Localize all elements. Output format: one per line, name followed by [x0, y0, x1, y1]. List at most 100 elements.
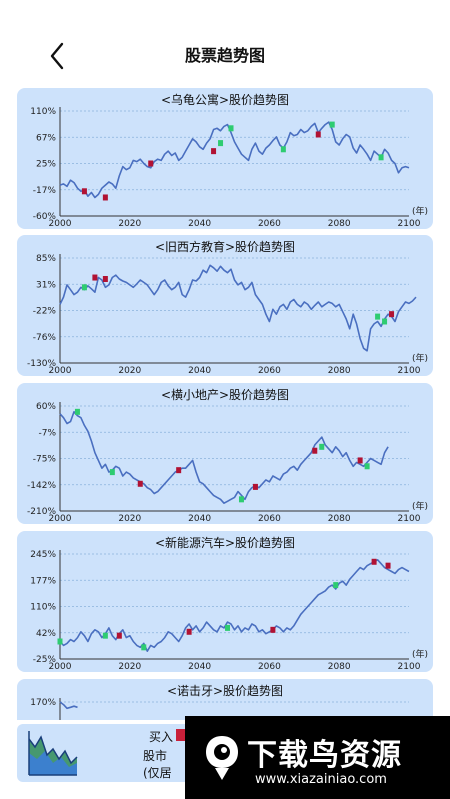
chart-title: <横小地产>股价趋势图 [160, 388, 290, 402]
y-tick-label: -130% [27, 359, 56, 369]
y-tick-label: -75% [33, 455, 57, 465]
x-tick-label: 2000 [49, 662, 72, 672]
x-tick-label: 2040 [188, 514, 211, 524]
x-tick-label: 2100 [398, 219, 421, 229]
stock-chart-svg: 85% 31% -22% -76% -130%2000 2020 2040 2060 2080 2… [27, 254, 428, 376]
sell-marker [319, 443, 325, 450]
x-tick-label: 2020 [118, 366, 141, 376]
y-tick-label: 245% [30, 550, 56, 560]
header-bar: 股票趋势图 [0, 0, 450, 88]
sell-marker [329, 121, 335, 128]
area-chart-icon [28, 731, 78, 776]
x-tick-label: 2060 [258, 219, 281, 229]
x-tick-label: 2100 [398, 514, 421, 524]
y-tick-label: -60% [33, 212, 57, 222]
buy-marker [92, 274, 98, 281]
sell-marker [74, 408, 80, 415]
chart-title: <乌龟公寓>股价趋势图 [160, 93, 290, 107]
y-tick-label: -22% [33, 307, 57, 317]
chart-card[interactable]: 245% 177% 110% 42% -25% 2000 2020 2040 2060 2080 2… [17, 531, 433, 672]
x-tick-label: 2040 [188, 219, 211, 229]
bird-logo-icon [206, 736, 238, 780]
y-tick-label: -76% [33, 333, 57, 343]
legend-note-line1: 股市 [143, 749, 168, 763]
x-tick-label: 2000 [49, 219, 72, 229]
x-tick-label: 2020 [118, 662, 141, 672]
buy-marker [252, 483, 258, 490]
y-tick-label: 67% [36, 133, 56, 143]
sell-marker [382, 318, 388, 325]
price-line [59, 121, 410, 199]
sell-marker [228, 125, 234, 132]
stock-chart-svg: 245% 177% 110% 42% -25%2000 2020 2040 2060 2080 2… [30, 550, 428, 672]
y-tick-label: -7% [38, 428, 56, 438]
buy-marker [385, 562, 391, 569]
stock-chart-svg: 170% [30, 698, 409, 720]
buy-marker [116, 632, 122, 639]
chart-card[interactable]: 85% 31% -22% -76% -130% 2000 2020 2040 2060 2080 2… [17, 235, 433, 376]
chart-card[interactable]: 60% -7% -75% -142% -210% 2000 2020 2040 2060 2080… [17, 383, 433, 524]
x-tick-label: 2100 [398, 366, 421, 376]
x-tick-label: 2020 [118, 514, 141, 524]
buy-marker [357, 457, 363, 464]
y-tick-label: 42% [36, 629, 56, 639]
chevron-left-icon [50, 42, 64, 70]
buy-marker [186, 628, 192, 635]
sell-marker [364, 463, 370, 470]
x-tick-label: 2080 [328, 219, 351, 229]
legend-note-line2: (仅居 [143, 766, 172, 780]
sell-marker [57, 638, 63, 645]
price-line [59, 701, 78, 710]
buy-marker [102, 194, 108, 201]
y-tick-label: 85% [36, 254, 56, 264]
y-tick-label: 110% [30, 107, 56, 117]
x-unit-label: (年) [412, 352, 428, 364]
chart-title: <诺击牙>股价趋势图 [166, 684, 284, 698]
watermark-brand: 下载鸟资源 [247, 738, 402, 773]
x-tick-label: 2000 [49, 514, 72, 524]
x-tick-label: 2060 [258, 662, 281, 672]
x-tick-label: 2080 [328, 662, 351, 672]
buy-legend-label: 买入 [149, 730, 174, 744]
sell-marker [333, 582, 339, 589]
chart-card[interactable]: 110% 67% 25% -17% -60% 2000 2020 2040 2060 2080 21… [17, 88, 433, 229]
buy-marker [211, 148, 217, 155]
sell-marker [238, 496, 244, 503]
sell-marker [81, 284, 87, 291]
stock-chart-svg: 110% 67% 25% -17% -60%2000 2020 2040 2060 2080 21… [30, 107, 428, 229]
buy-marker [270, 626, 276, 633]
y-tick-label: 110% [30, 603, 56, 613]
y-tick-label: 31% [36, 280, 56, 290]
price-line [59, 558, 410, 652]
chart-title: <旧西方教育>股价趋势图 [154, 240, 296, 254]
chart-title: <新能源汽车>股价趋势图 [154, 536, 296, 550]
stock-chart-svg: 60% -7% -75% -142% -210%2000 2020 2040 2060 2080… [27, 402, 428, 524]
watermark-url: www.xiazainiao.com [255, 772, 387, 787]
buy-marker [315, 131, 321, 138]
x-tick-label: 2040 [188, 662, 211, 672]
sell-marker [225, 624, 231, 631]
sell-marker [378, 154, 384, 161]
chart-list[interactable]: 110% 67% 25% -17% -60% 2000 2020 2040 2060 2080 21… [0, 88, 450, 720]
sell-marker [102, 632, 108, 639]
y-tick-label: -17% [33, 186, 57, 196]
buy-marker [389, 311, 395, 318]
y-tick-label: 25% [36, 160, 56, 170]
back-button[interactable] [40, 38, 76, 74]
sell-marker [280, 146, 286, 153]
x-tick-label: 2080 [328, 514, 351, 524]
chart-card[interactable]: 170% <诺击牙>股价趋势图 [17, 679, 433, 720]
page-title: 股票趋势图 [184, 46, 265, 65]
buy-marker [371, 558, 377, 565]
y-tick-label: 60% [36, 402, 56, 412]
x-tick-label: 2020 [118, 219, 141, 229]
price-line [59, 410, 389, 504]
buy-marker [312, 447, 318, 454]
buy-marker [81, 188, 87, 195]
x-unit-label: (年) [412, 205, 428, 217]
sell-marker [109, 469, 115, 476]
buy-marker [102, 276, 108, 282]
buy-marker [176, 467, 182, 474]
x-unit-label: (年) [412, 648, 428, 660]
sell-marker [218, 140, 224, 147]
